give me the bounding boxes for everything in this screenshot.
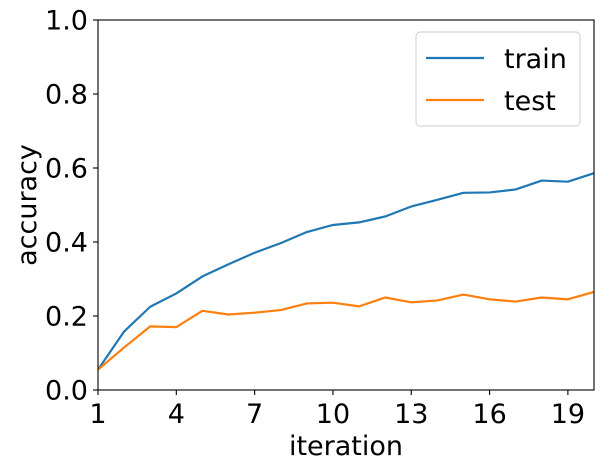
axes-frame (97, 19, 595, 391)
x-tick-label: 16 (472, 399, 506, 430)
x-tick-label: 13 (394, 399, 428, 430)
x-tick-label: 10 (316, 399, 350, 430)
series-line-test (98, 290, 594, 371)
legend-box (415, 31, 581, 127)
x-axis-label: iteration (289, 431, 403, 462)
x-tick-label: 19 (551, 399, 585, 430)
y-tick-label: 1.0 (45, 6, 88, 37)
x-tick-label: 1 (89, 399, 106, 430)
y-tick-label: 0.4 (45, 228, 88, 259)
series-line-train (98, 172, 594, 371)
y-axis-ticks: 0.0 0.2 0.4 0.6 0.8 1.0 (45, 6, 98, 407)
y-tick-label: 0.0 (45, 376, 88, 407)
y-tick-label: 0.6 (45, 154, 88, 185)
x-tick-label: 7 (246, 399, 263, 430)
plot-area (98, 172, 594, 371)
y-tick-label: 0.2 (45, 302, 88, 333)
legend-label-test: test (504, 86, 556, 117)
y-axis-label: accuracy (12, 144, 43, 266)
legend-label-train: train (504, 44, 567, 75)
legend: train test (415, 31, 581, 127)
y-tick-label: 0.8 (45, 80, 88, 111)
x-tick-label: 4 (168, 399, 185, 430)
x-axis-ticks: 1 4 7 10 13 16 19 (89, 390, 585, 430)
